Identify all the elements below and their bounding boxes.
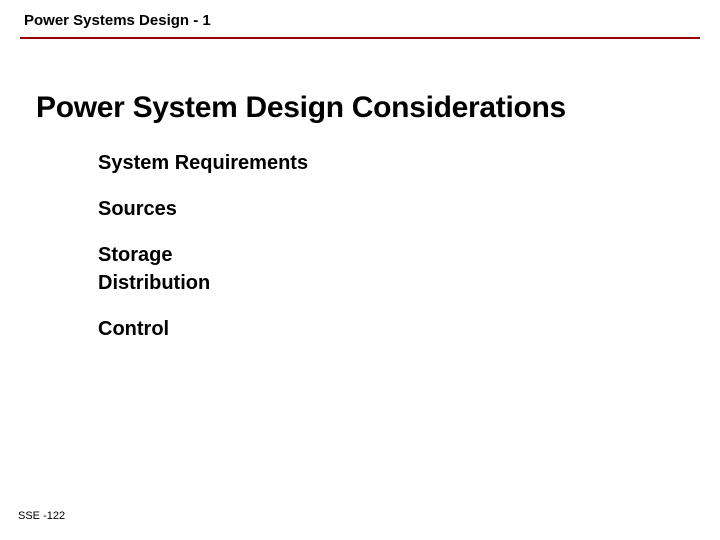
- bullet-item: Control: [98, 317, 720, 341]
- bullet-item: Sources: [98, 197, 720, 221]
- slide-header: Power Systems Design - 1: [0, 0, 720, 29]
- bullet-item: System Requirements: [98, 151, 720, 175]
- slide-title: Power System Design Considerations: [36, 91, 720, 125]
- bullet-item: Storage: [98, 243, 720, 267]
- slide-footer: SSE -122: [18, 510, 65, 522]
- header-divider: [20, 37, 700, 39]
- header-text: Power Systems Design - 1: [24, 12, 720, 29]
- bullet-list: System Requirements Sources Storage Dist…: [98, 151, 720, 341]
- bullet-item: Distribution: [98, 271, 720, 295]
